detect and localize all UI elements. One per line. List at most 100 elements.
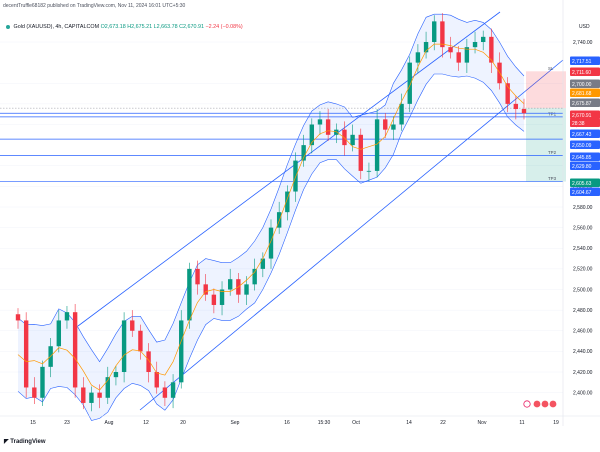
candle xyxy=(23,312,29,398)
take-profit-zone[interactable] xyxy=(526,108,566,182)
candle xyxy=(15,308,21,329)
stop-loss-zone[interactable] xyxy=(526,71,566,109)
candle xyxy=(342,121,347,156)
candle xyxy=(72,303,78,398)
high-value: H2,675.21 xyxy=(127,24,153,30)
channel-upper-line[interactable] xyxy=(77,11,501,327)
svg-text:2,605.63: 2,605.63 xyxy=(572,181,592,187)
candle xyxy=(203,274,208,301)
time-tick: Oct xyxy=(352,420,360,426)
candle xyxy=(301,134,306,167)
price-tick: 2,500.00 xyxy=(573,287,593,293)
price-tag: 2,681.68 xyxy=(570,88,600,97)
time-tick: 11 xyxy=(519,420,524,426)
currency-label: USD xyxy=(579,24,590,30)
candle xyxy=(415,44,421,73)
candle xyxy=(219,281,225,316)
candle xyxy=(513,95,519,120)
svg-text:2,700.00: 2,700.00 xyxy=(572,82,592,88)
candle xyxy=(383,113,388,138)
price-tag: 2,670.91 xyxy=(570,110,600,119)
candle xyxy=(146,343,151,383)
channel-lower-line[interactable] xyxy=(139,59,564,411)
candle xyxy=(472,31,478,54)
candle xyxy=(130,310,135,337)
candle xyxy=(285,185,290,221)
candle xyxy=(464,38,470,73)
price-tag: 2,667.43 xyxy=(570,129,600,138)
price-tick: 2,420.00 xyxy=(573,370,593,376)
time-tick: Sep xyxy=(231,420,240,426)
close-value: C2,670.91 xyxy=(179,24,205,30)
candle xyxy=(260,252,266,278)
tradingview-logo[interactable]: ◤ TradingView xyxy=(4,438,46,445)
price-tag: 2,700.00 xyxy=(570,79,600,88)
time-axis[interactable]: 15 23 Aug 12 20 Sep 16 15:30 Oct 14 22 Nov 11 19 xyxy=(0,415,600,426)
trend-channel[interactable] xyxy=(77,11,564,411)
time-tick: Nov xyxy=(478,420,487,426)
upper-band xyxy=(17,13,525,363)
candle xyxy=(81,377,86,410)
candle xyxy=(187,262,192,329)
candle xyxy=(391,116,396,140)
price-tag: 2,629.80 xyxy=(570,161,600,170)
svg-text:2,711.60: 2,711.60 xyxy=(572,70,591,76)
svg-text:2,681.68: 2,681.68 xyxy=(572,91,592,97)
tp2-label: TP2 xyxy=(548,150,557,155)
candle xyxy=(64,306,70,329)
time-tick: 20 xyxy=(180,420,186,426)
trade-zones[interactable]: SL TP1 TP2 TP3 xyxy=(526,66,566,182)
candle xyxy=(97,384,102,409)
symbol-legend[interactable]: Gold (XAUUSD), 4h, CAPITALCOM O2,673.18 … xyxy=(6,24,243,30)
price-tag: 2,604.67 xyxy=(570,187,600,196)
dividend-icon[interactable] xyxy=(533,400,541,408)
price-tag: 2,650.09 xyxy=(570,140,600,149)
price-tick: 2,600.00 xyxy=(573,184,593,190)
dividend-icon[interactable] xyxy=(549,400,557,408)
time-tick: 15:30 xyxy=(318,420,331,426)
moving-average xyxy=(17,43,525,391)
lower-band xyxy=(17,73,525,421)
candle xyxy=(456,46,461,71)
time-tick: 14 xyxy=(406,420,412,426)
svg-text:2,675.87: 2,675.87 xyxy=(572,101,592,107)
svg-text:2,645.85: 2,645.85 xyxy=(572,155,592,161)
price-tick: 2,400.00 xyxy=(573,390,593,396)
price-tick: 2,540.00 xyxy=(573,246,593,252)
time-tick: Aug xyxy=(105,420,114,426)
candle xyxy=(489,28,494,73)
horizontal-levels[interactable] xyxy=(0,107,563,182)
candle xyxy=(358,128,363,180)
candle xyxy=(195,260,200,295)
price-tick: 2,580.00 xyxy=(573,205,593,211)
candle xyxy=(252,258,257,291)
candle xyxy=(121,312,127,383)
candle xyxy=(162,381,168,407)
price-tags: 2,717.51 2,711.60 2,700.00 2,681.68 2,675.87… xyxy=(570,56,600,196)
time-tick: 19 xyxy=(553,420,559,426)
tp3-label: TP3 xyxy=(548,176,557,181)
svg-text:2,650.09: 2,650.09 xyxy=(572,143,592,149)
candle xyxy=(179,310,184,389)
band-fill xyxy=(18,14,524,421)
svg-text:2,670.91: 2,670.91 xyxy=(572,113,592,119)
candle xyxy=(105,366,110,404)
candle xyxy=(113,365,119,386)
candle xyxy=(268,219,274,269)
candle xyxy=(309,118,315,154)
dividend-icon[interactable] xyxy=(541,400,549,408)
price-tag: 2,675.87 xyxy=(570,98,600,107)
bollinger-bands xyxy=(17,13,525,421)
low-value: L2,663.78 xyxy=(153,24,178,30)
price-tag: 2,645.85 xyxy=(570,152,600,161)
open-value: O2,673.18 xyxy=(100,24,126,30)
candle xyxy=(325,109,331,141)
candle xyxy=(154,361,159,394)
candle xyxy=(448,36,453,59)
candle xyxy=(374,109,380,178)
time-tick: 15 xyxy=(30,420,36,426)
candle xyxy=(480,30,486,51)
event-icon[interactable] xyxy=(523,400,531,408)
candle xyxy=(211,288,217,314)
